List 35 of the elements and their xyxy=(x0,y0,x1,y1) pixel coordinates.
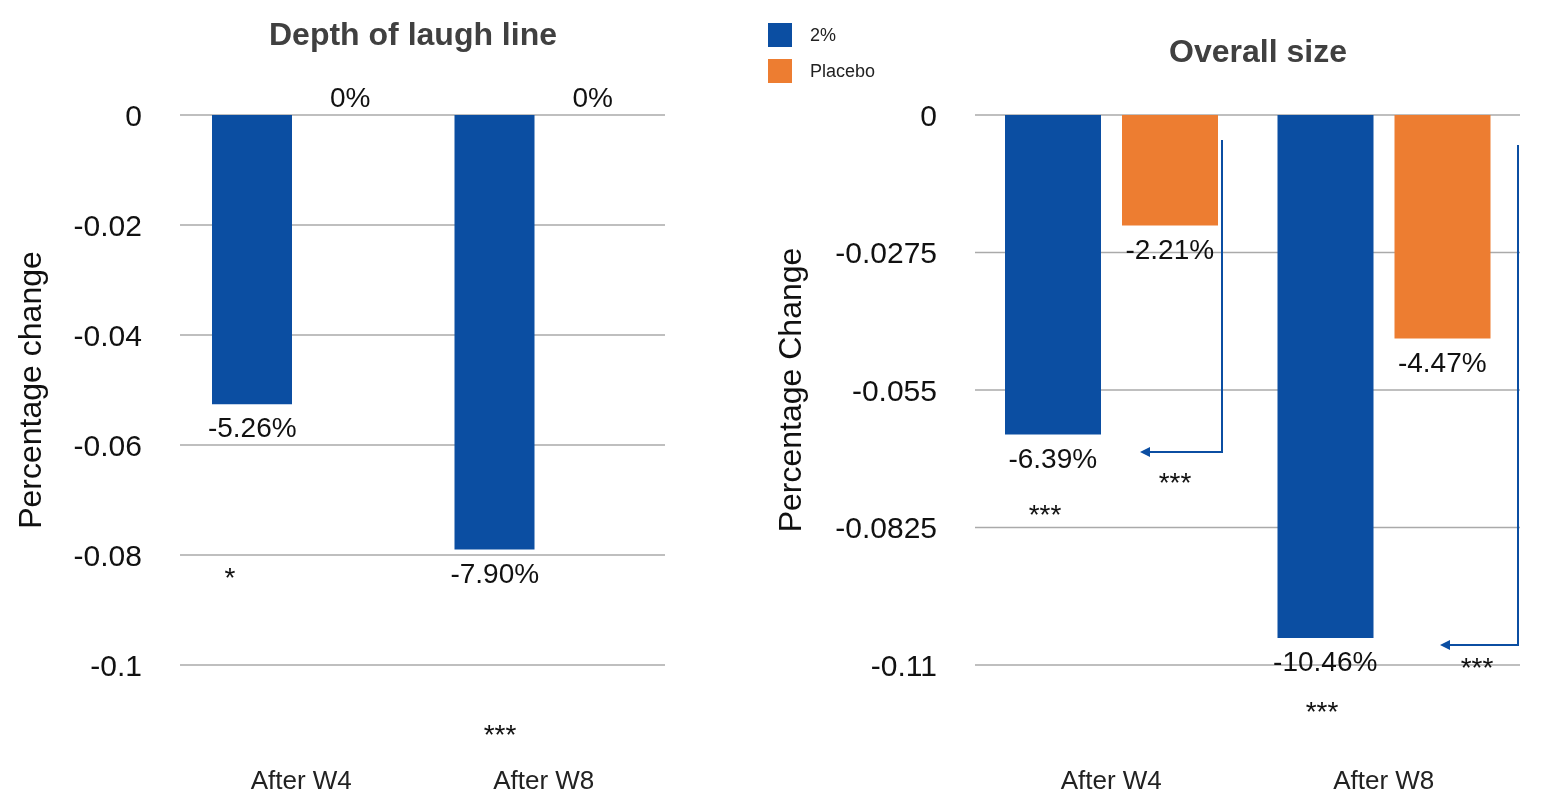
x-tick-label: After W8 xyxy=(493,765,595,795)
data-label: -6.39% xyxy=(1008,442,1098,475)
data-label: -10.46% xyxy=(1273,646,1378,678)
x-tick-label: After W8 xyxy=(1333,765,1435,795)
y-tick-label: 0 xyxy=(125,98,142,132)
data-label: 0% xyxy=(330,82,371,114)
legend-label: Placebo xyxy=(810,60,876,82)
y-tick-label: 0 xyxy=(920,98,937,132)
chart-title: Overall size xyxy=(1169,33,1347,70)
y-tick-label: -0.11 xyxy=(870,648,937,682)
y-tick-label: -0.0825 xyxy=(835,511,937,545)
annotation: *** xyxy=(1158,467,1192,499)
y-tick-label: -0.02 xyxy=(73,208,142,242)
y-tick-label: -0.04 xyxy=(73,318,142,352)
annotation: * xyxy=(224,562,236,594)
data-label: -2.21% xyxy=(1125,233,1215,266)
y-tick-label: -0.06 xyxy=(73,428,142,462)
text: *** xyxy=(1305,696,1339,728)
y-tick-label: -0.055 xyxy=(851,373,937,407)
y-tick-label: -0.08 xyxy=(73,538,142,572)
data-label: -4.47% xyxy=(1397,346,1487,379)
y-axis-title: Percentage Change xyxy=(771,247,809,533)
chart-title: Depth of laugh line xyxy=(269,16,557,53)
annotation: *** xyxy=(1028,499,1062,531)
text: *** xyxy=(483,719,517,751)
data-label: -5.26% xyxy=(207,412,297,445)
y-tick-label: -0.1 xyxy=(90,648,142,682)
x-tick-label: After W4 xyxy=(250,765,352,795)
y-tick-label: -0.0275 xyxy=(835,236,937,270)
legend-label: 2% xyxy=(810,24,837,46)
y-axis-title: Percentage change xyxy=(11,251,49,529)
x-tick-label: After W4 xyxy=(1060,765,1162,795)
annotation: *** xyxy=(1460,652,1494,684)
data-label: -7.90% xyxy=(450,557,540,590)
data-label: 0% xyxy=(572,82,613,114)
